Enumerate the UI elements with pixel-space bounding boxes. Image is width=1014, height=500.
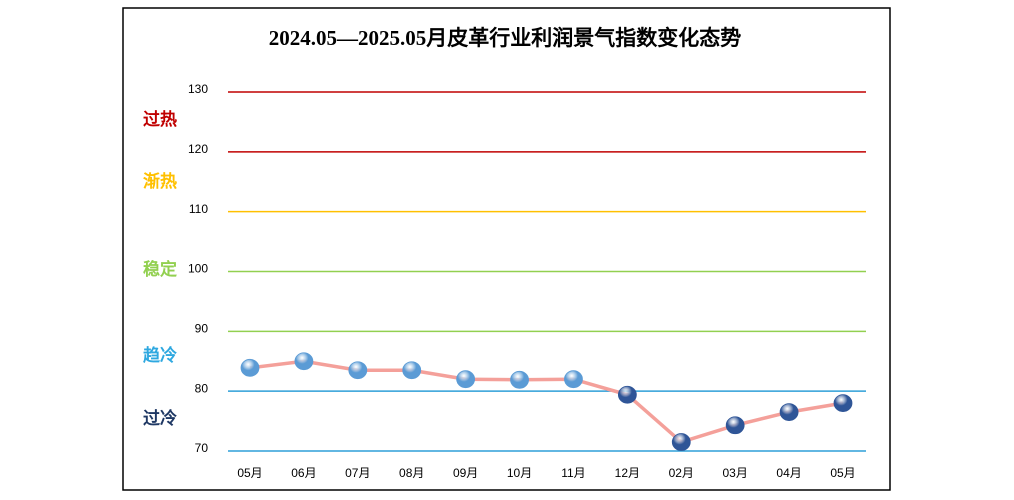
y-tick-label: 130: [188, 82, 208, 96]
x-tick-label: 10月: [507, 466, 532, 480]
data-point: [617, 385, 637, 404]
x-tick-label: 05月: [830, 466, 855, 480]
zone-label: 稳定: [143, 259, 177, 279]
x-tick-label: 04月: [776, 466, 801, 480]
y-tick-label: 90: [195, 322, 209, 336]
data-point: [833, 394, 853, 413]
data-point: [294, 352, 314, 371]
data-point: [240, 358, 260, 377]
x-tick-label: 03月: [723, 466, 748, 480]
x-tick-label: 07月: [345, 466, 370, 480]
y-tick-label: 100: [188, 262, 208, 276]
data-point: [779, 403, 799, 422]
data-point: [564, 370, 583, 389]
zone-label: 过冷: [143, 408, 177, 428]
data-point: [348, 361, 368, 380]
zone-label: 过热: [143, 109, 177, 129]
x-tick-label: 02月: [669, 466, 694, 480]
chart-title: 2024.05—2025.05月皮革行业利润景气指数变化态势: [269, 26, 742, 50]
y-tick-label: 110: [189, 202, 208, 216]
x-tick-label: 05月: [237, 466, 262, 480]
zone-label: 趋冷: [143, 345, 177, 365]
y-tick-label: 120: [188, 142, 208, 156]
zone-label: 渐热: [143, 171, 177, 191]
x-tick-label: 12月: [615, 466, 640, 480]
y-tick-label: 80: [195, 381, 209, 395]
chart-frame: [122, 7, 891, 491]
x-tick-label: 06月: [291, 466, 316, 480]
data-point: [510, 370, 529, 389]
data-point: [456, 370, 476, 389]
x-tick-label: 09月: [453, 466, 478, 480]
data-point: [402, 361, 422, 380]
x-tick-label: 11月: [561, 466, 585, 480]
x-tick-label: 08月: [399, 466, 424, 480]
y-tick-label: 70: [195, 441, 209, 455]
data-point: [671, 433, 691, 451]
data-point: [725, 416, 745, 435]
